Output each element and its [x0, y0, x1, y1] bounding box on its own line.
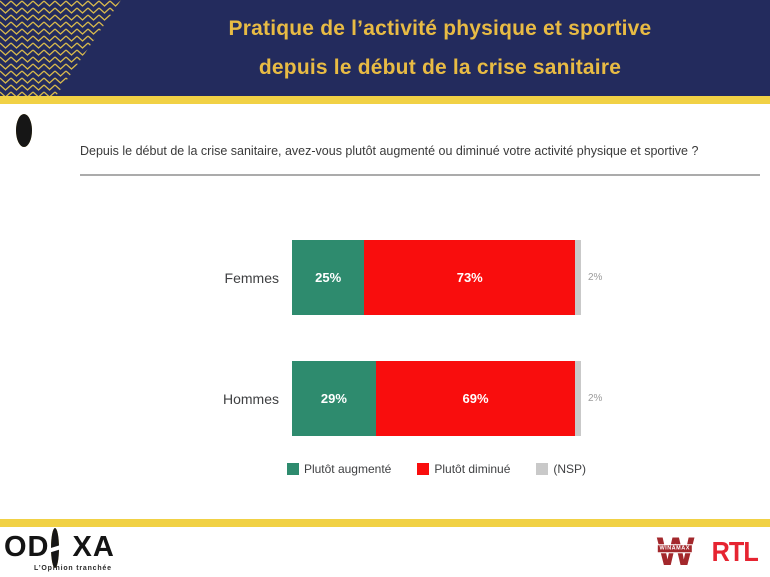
page-title-line2: depuis le début de la crise sanitaire: [258, 56, 622, 79]
odoxa-wordmark: OD XA: [4, 528, 115, 568]
odoxa-word-right: XA: [72, 530, 115, 563]
legend-swatch: [286, 463, 299, 475]
odoxa-oval: [16, 114, 32, 147]
question-section: Depuis le début de la crise sanitaire, a…: [0, 104, 770, 178]
legend-label: Plutôt augmenté: [303, 462, 392, 476]
category-label: Femmes: [224, 269, 279, 286]
legend-swatch: [536, 463, 549, 475]
page-title-line1: Pratique de l’activité physique et sport…: [228, 17, 652, 40]
legend-item: (NSP): [536, 462, 586, 476]
bar-segment: [575, 240, 581, 315]
bar-segment: 25%: [292, 240, 365, 315]
odoxa-tagline: L’Opinion tranchée: [34, 564, 112, 572]
winamax-banner: WINAMAX: [657, 545, 692, 553]
herringbone-pattern: [0, 0, 121, 96]
footer-gold-strip: [0, 519, 770, 527]
bar-segment: [575, 361, 581, 436]
question-divider: [80, 174, 760, 176]
stacked-bar: 25% 73%: [292, 240, 581, 315]
chart-legend: Plutôt augmenté Plutôt diminué (NSP): [286, 462, 586, 476]
odoxa-mark-icon: [10, 114, 66, 178]
bar-chart: Femmes 25% 73% 2% Hommes 29% 69% 2% Plutôt augm…: [0, 240, 770, 476]
footer-logos: OD XA L’Opinion tranchée W WINAMAX RTL: [0, 527, 770, 577]
header: Pratique de l’activité physique et sport…: [0, 0, 770, 96]
question-body: Depuis le début de la crise sanitaire, a…: [80, 120, 762, 176]
footer: OD XA L’Opinion tranchée W WINAMAX RTL: [0, 519, 770, 577]
nsp-value-label: 2%: [588, 393, 603, 404]
question-text: Depuis le début de la crise sanitaire, a…: [80, 144, 699, 158]
category-label: Hommes: [222, 390, 279, 407]
chart-row: Hommes 29% 69% 2%: [0, 361, 770, 436]
legend-item: Plutôt diminué: [417, 462, 510, 476]
legend-swatch: [417, 463, 430, 475]
bar-segment: 29%: [292, 361, 376, 436]
odoxa-logo: OD XA L’Opinion tranchée: [4, 528, 115, 572]
legend-item: Plutôt augmenté: [286, 462, 392, 476]
odoxa-o-icon: [47, 528, 75, 568]
page-title: Pratique de l’activité physique et sport…: [229, 9, 652, 87]
legend-label: (NSP): [553, 462, 587, 476]
bar-segment: 69%: [375, 361, 576, 436]
chart-row: Femmes 25% 73% 2%: [0, 240, 770, 315]
partner-logos: W WINAMAX RTL: [657, 532, 760, 572]
legend-label: Plutôt diminué: [434, 462, 511, 476]
winamax-logo: W WINAMAX: [657, 532, 695, 572]
rtl-logo: RTL: [711, 536, 758, 567]
header-gold-strip: [0, 96, 770, 104]
stacked-bar: 29% 69%: [292, 361, 581, 436]
nsp-value-label: 2%: [588, 272, 603, 283]
chart-rows: Femmes 25% 73% 2% Hommes 29% 69% 2%: [0, 240, 770, 436]
bar-segment: 73%: [364, 240, 576, 315]
odoxa-word-left: OD: [4, 530, 50, 563]
